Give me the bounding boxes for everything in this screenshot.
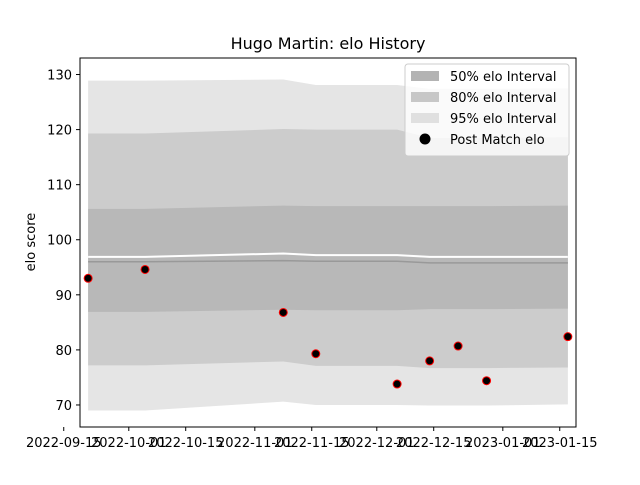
legend-marker bbox=[419, 133, 431, 145]
y-axis: 70 80 90 100 110 120 130 bbox=[47, 69, 80, 414]
mean-elo-line bbox=[88, 259, 568, 264]
chart-title: Hugo Martin: elo History bbox=[231, 34, 426, 53]
y-tick-label: 70 bbox=[55, 399, 72, 414]
legend-swatch bbox=[411, 113, 439, 123]
x-tick-label: 2022-10-15 bbox=[148, 436, 224, 451]
x-tick-label: 2022-11-15 bbox=[274, 436, 350, 451]
post-match-point bbox=[392, 379, 402, 389]
post-match-point bbox=[83, 273, 93, 283]
legend-label: 95% elo Interval bbox=[450, 112, 557, 127]
lines-layer bbox=[88, 252, 568, 264]
legend-swatch bbox=[411, 92, 439, 102]
x-axis: 2022-09-152022-10-012022-10-152022-11-01… bbox=[26, 427, 598, 451]
x-tick-label: 2022-10-01 bbox=[91, 436, 167, 451]
legend-label: Post Match elo bbox=[450, 133, 545, 148]
x-tick-label: 2023-01-15 bbox=[522, 436, 598, 451]
post-match-point bbox=[453, 341, 463, 351]
post-match-point bbox=[278, 307, 288, 317]
y-tick-label: 110 bbox=[47, 179, 72, 194]
post-match-point bbox=[140, 264, 150, 274]
legend-label: 80% elo Interval bbox=[450, 91, 557, 106]
plot-frame bbox=[79, 57, 577, 428]
legend-box bbox=[404, 63, 570, 157]
legend-swatch bbox=[411, 71, 439, 81]
post-match-point bbox=[311, 349, 321, 359]
legend: 50% elo Interval 80% elo Interval 95% elo … bbox=[404, 63, 570, 157]
x-tick-label: 2022-12-15 bbox=[396, 436, 472, 451]
post-match-point bbox=[482, 376, 492, 386]
y-tick-label: 120 bbox=[47, 124, 72, 139]
y-tick-label: 130 bbox=[47, 69, 72, 84]
x-tick-label: 2022-09-15 bbox=[26, 436, 102, 451]
y-tick-label: 90 bbox=[55, 289, 72, 304]
upper-mean-line bbox=[88, 252, 568, 258]
x-tick-label: 2022-12-01 bbox=[339, 436, 415, 451]
band-3 bbox=[88, 205, 568, 312]
x-tick-label: 2023-01-01 bbox=[465, 436, 541, 451]
bands-layer bbox=[88, 79, 568, 411]
y-tick-label: 100 bbox=[47, 234, 72, 249]
legend-label: 50% elo Interval bbox=[450, 70, 557, 85]
points-layer bbox=[83, 264, 573, 389]
post-match-point bbox=[425, 356, 435, 366]
x-tick-label: 2022-11-01 bbox=[217, 436, 293, 451]
post-match-point bbox=[563, 332, 573, 342]
y-tick-label: 80 bbox=[55, 344, 72, 359]
y-axis-label: elo score bbox=[24, 213, 39, 272]
